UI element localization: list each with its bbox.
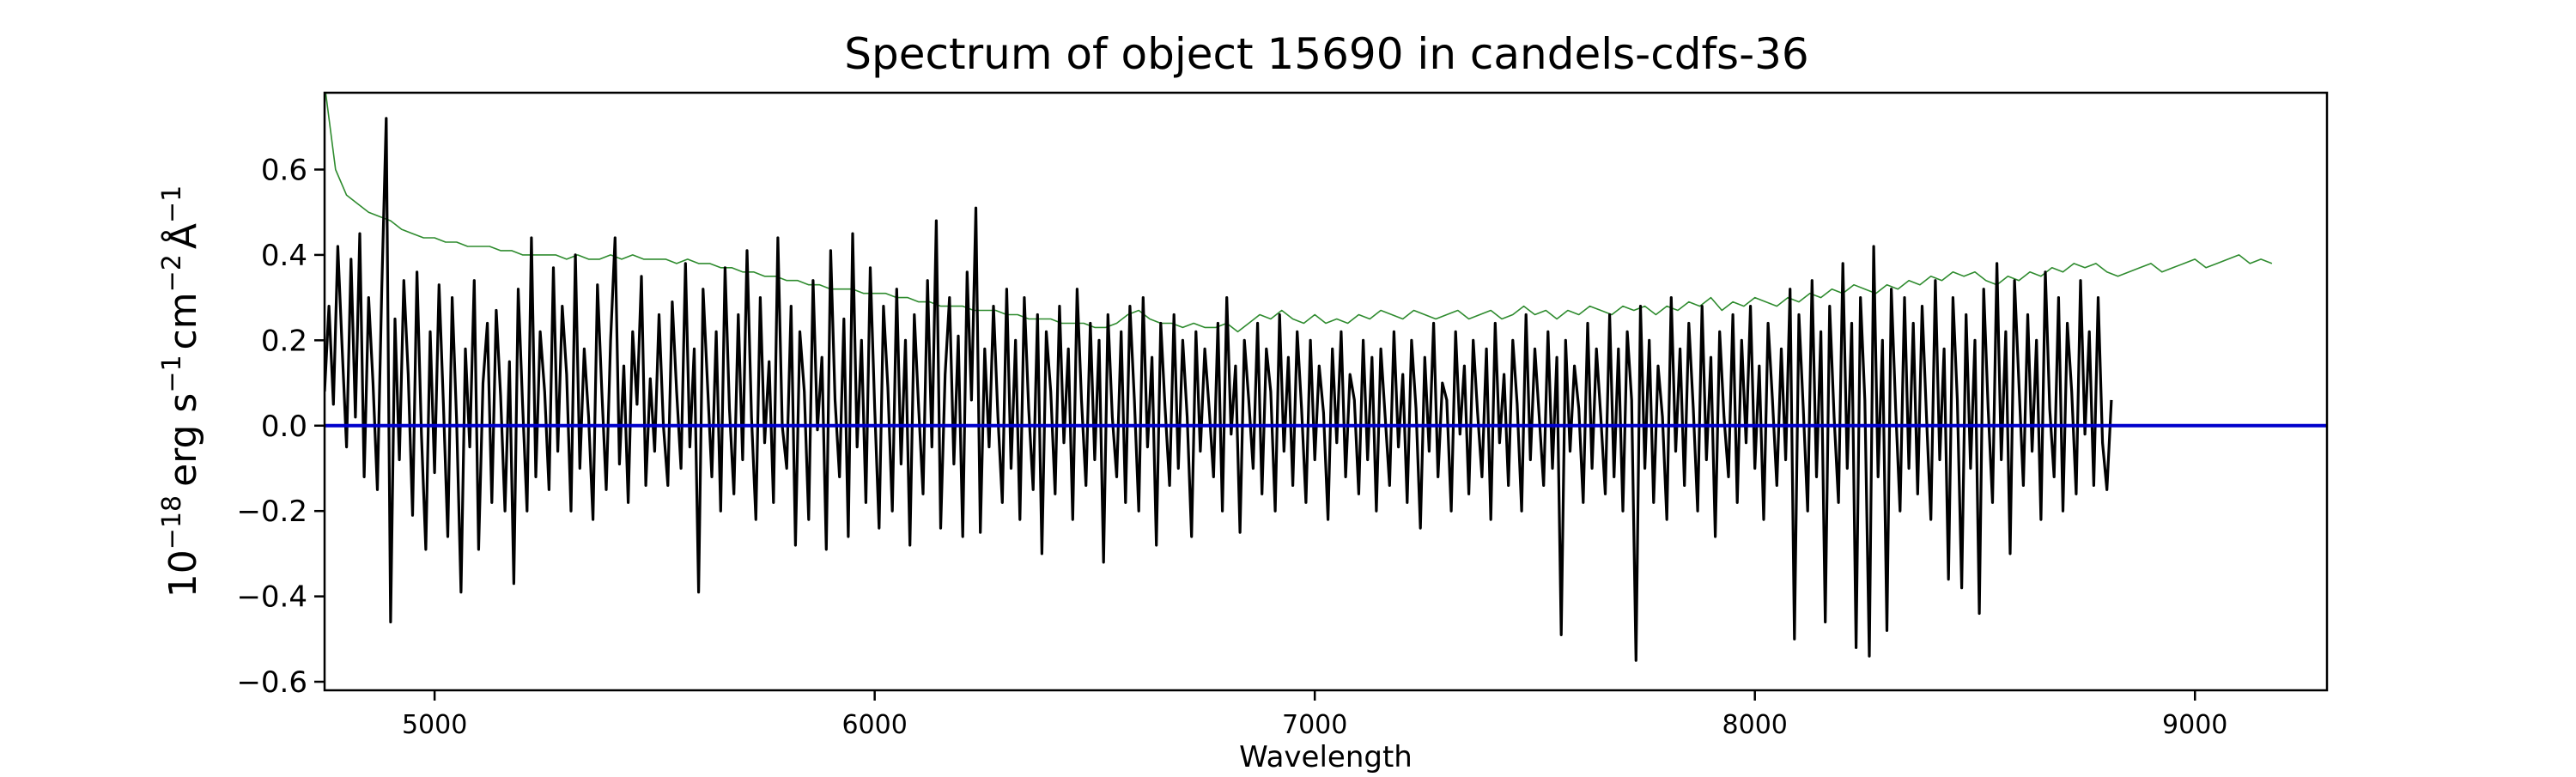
x-tick-label: 7000 [1282, 710, 1347, 740]
y-tick-label: −0.6 [236, 665, 307, 700]
y-axis-label: 10−18erg s−1cm−2Å−1 [157, 185, 205, 598]
y-axis-label-s-exponent: −1 [157, 355, 187, 392]
y-tick-label: 0.4 [261, 239, 307, 273]
x-tick-label: 8000 [1722, 710, 1788, 740]
chart-title: Spectrum of object 15690 in candels-cdfs… [844, 29, 1809, 79]
x-axis: 5000 6000 7000 8000 9000 [402, 690, 2227, 740]
y-axis-label-exponent: −18 [157, 495, 187, 549]
y-axis-label-angstrom-exponent: −1 [157, 185, 187, 223]
flux-series-line [325, 117, 2113, 662]
y-tick-label: 0.0 [261, 410, 307, 444]
y-axis-label-base: 10 [161, 549, 205, 598]
y-axis-label-cm-exponent: −2 [157, 254, 187, 292]
x-tick-label: 5000 [402, 710, 467, 740]
x-tick-label: 6000 [841, 710, 907, 740]
y-axis-label-cm: cm [161, 292, 205, 349]
plot-frame [323, 91, 2329, 692]
series-layer [325, 93, 2327, 662]
y-axis-label-erg: erg s [161, 393, 205, 487]
x-tick-label: 9000 [2162, 710, 2227, 740]
y-axis: −0.6 −0.4 −0.2 0.0 0.2 0.4 0.6 [236, 153, 325, 700]
y-tick-label: −0.4 [236, 580, 307, 615]
y-tick-label: −0.2 [236, 495, 307, 529]
x-axis-label: Wavelength [1239, 740, 1413, 773]
y-axis-label-angstrom: Å [160, 223, 205, 249]
error-series-line [325, 93, 2273, 333]
y-tick-label: 0.2 [261, 324, 307, 358]
y-tick-label: 0.6 [261, 153, 307, 187]
